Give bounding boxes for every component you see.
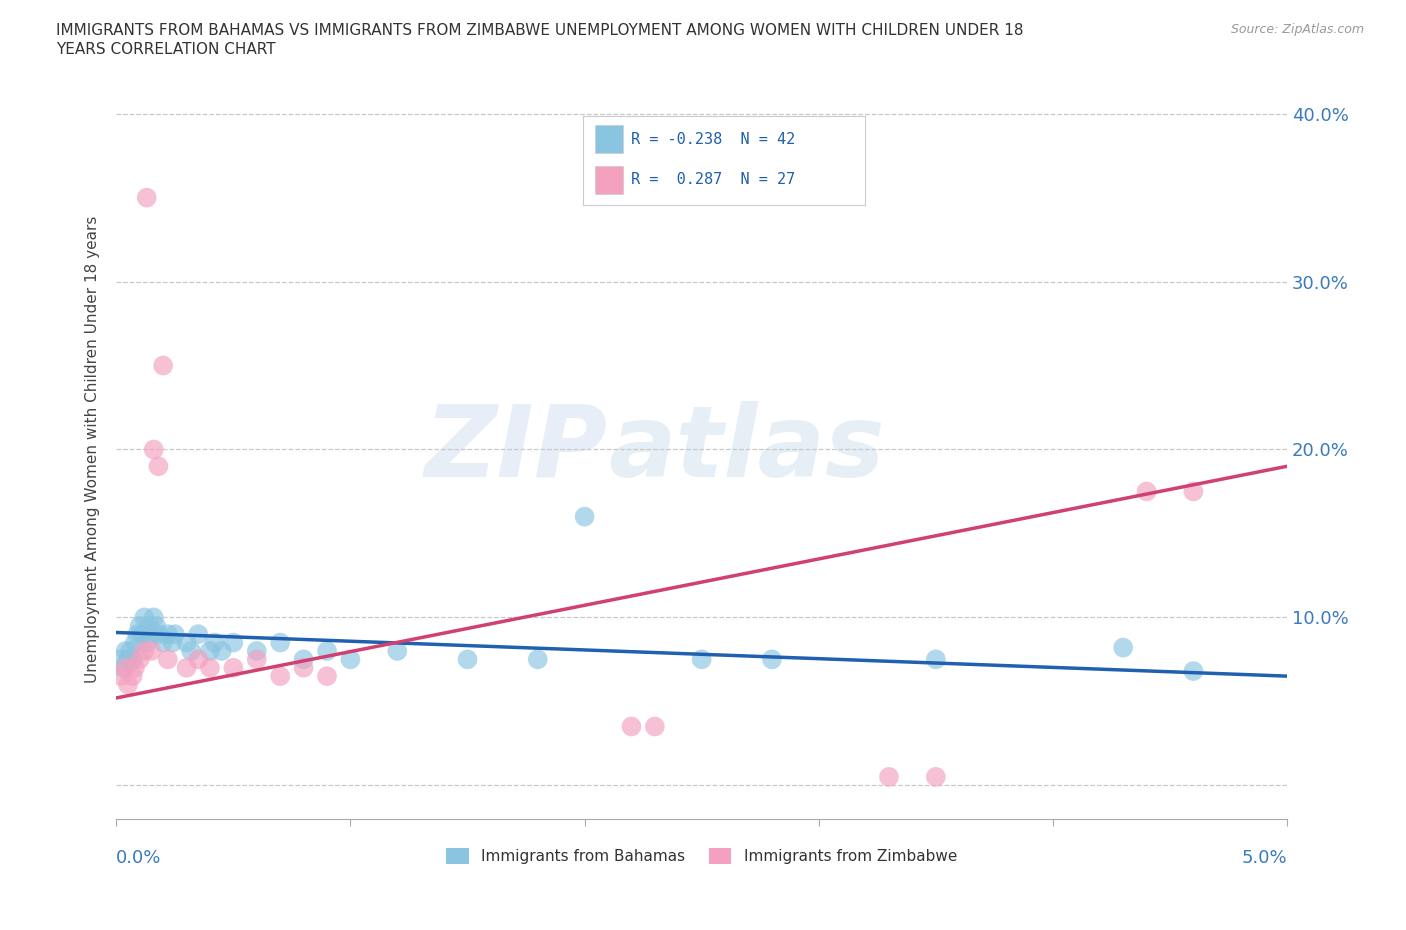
Point xyxy=(163,627,186,642)
Point xyxy=(925,652,948,667)
Point xyxy=(124,660,146,675)
Point xyxy=(246,652,269,667)
Point xyxy=(135,635,157,650)
Point xyxy=(925,769,948,784)
Point xyxy=(162,635,184,650)
Point xyxy=(156,627,179,642)
Point xyxy=(114,644,136,658)
Point xyxy=(877,769,900,784)
Point xyxy=(269,635,291,650)
Point xyxy=(148,627,170,642)
Point xyxy=(141,644,163,658)
Point xyxy=(204,635,226,650)
Point xyxy=(1182,664,1205,679)
Point xyxy=(117,652,139,667)
Point xyxy=(292,660,315,675)
Point xyxy=(269,669,291,684)
Point xyxy=(121,669,143,684)
Point xyxy=(128,618,150,633)
Point xyxy=(690,652,713,667)
Point xyxy=(316,644,339,658)
Point xyxy=(134,644,156,658)
Point xyxy=(127,627,149,642)
Point xyxy=(156,652,179,667)
Point xyxy=(148,458,170,473)
Point xyxy=(339,652,361,667)
Point xyxy=(198,644,221,658)
Point xyxy=(176,660,198,675)
Point xyxy=(142,442,165,457)
Point xyxy=(387,644,409,658)
Point xyxy=(620,719,643,734)
Text: IMMIGRANTS FROM BAHAMAS VS IMMIGRANTS FROM ZIMBABWE UNEMPLOYMENT AMONG WOMEN WIT: IMMIGRANTS FROM BAHAMAS VS IMMIGRANTS FR… xyxy=(56,23,1024,38)
Point xyxy=(222,635,245,650)
Y-axis label: Unemployment Among Women with Children Under 18 years: Unemployment Among Women with Children U… xyxy=(86,216,100,684)
Text: 5.0%: 5.0% xyxy=(1241,849,1286,868)
Point xyxy=(124,635,146,650)
Point xyxy=(134,610,156,625)
Point xyxy=(187,652,209,667)
Point xyxy=(246,644,269,658)
Point xyxy=(187,627,209,642)
Point xyxy=(176,635,198,650)
Point xyxy=(138,618,160,633)
Point xyxy=(574,510,596,525)
Point xyxy=(316,669,339,684)
Point xyxy=(120,644,142,658)
Text: 0.0%: 0.0% xyxy=(117,849,162,868)
Point xyxy=(644,719,666,734)
Point xyxy=(761,652,783,667)
Point xyxy=(110,652,132,667)
Point xyxy=(457,652,479,667)
Point xyxy=(211,644,233,658)
Text: atlas: atlas xyxy=(607,401,884,498)
Point xyxy=(128,652,150,667)
Legend: Immigrants from Bahamas, Immigrants from Zimbabwe: Immigrants from Bahamas, Immigrants from… xyxy=(440,842,963,870)
Point xyxy=(141,627,163,642)
Point xyxy=(110,669,132,684)
Point xyxy=(131,627,153,642)
Point xyxy=(117,677,139,692)
Point xyxy=(152,358,174,373)
Text: R =  0.287  N = 27: R = 0.287 N = 27 xyxy=(631,172,796,187)
Point xyxy=(114,660,136,675)
Text: ZIP: ZIP xyxy=(425,401,607,498)
Point xyxy=(142,610,165,625)
Point xyxy=(526,652,548,667)
Point xyxy=(145,618,167,633)
Point xyxy=(198,660,221,675)
Point xyxy=(152,635,174,650)
Point xyxy=(121,652,143,667)
Bar xyxy=(595,125,623,153)
Point xyxy=(180,644,202,658)
Point xyxy=(292,652,315,667)
Point xyxy=(1182,484,1205,498)
Point xyxy=(1112,640,1135,655)
Point xyxy=(112,660,135,675)
Point xyxy=(135,191,157,206)
Point xyxy=(222,660,245,675)
Text: Source: ZipAtlas.com: Source: ZipAtlas.com xyxy=(1230,23,1364,36)
Text: R = -0.238  N = 42: R = -0.238 N = 42 xyxy=(631,132,796,147)
Text: YEARS CORRELATION CHART: YEARS CORRELATION CHART xyxy=(56,42,276,57)
Point xyxy=(1135,484,1157,498)
Bar xyxy=(595,166,623,194)
